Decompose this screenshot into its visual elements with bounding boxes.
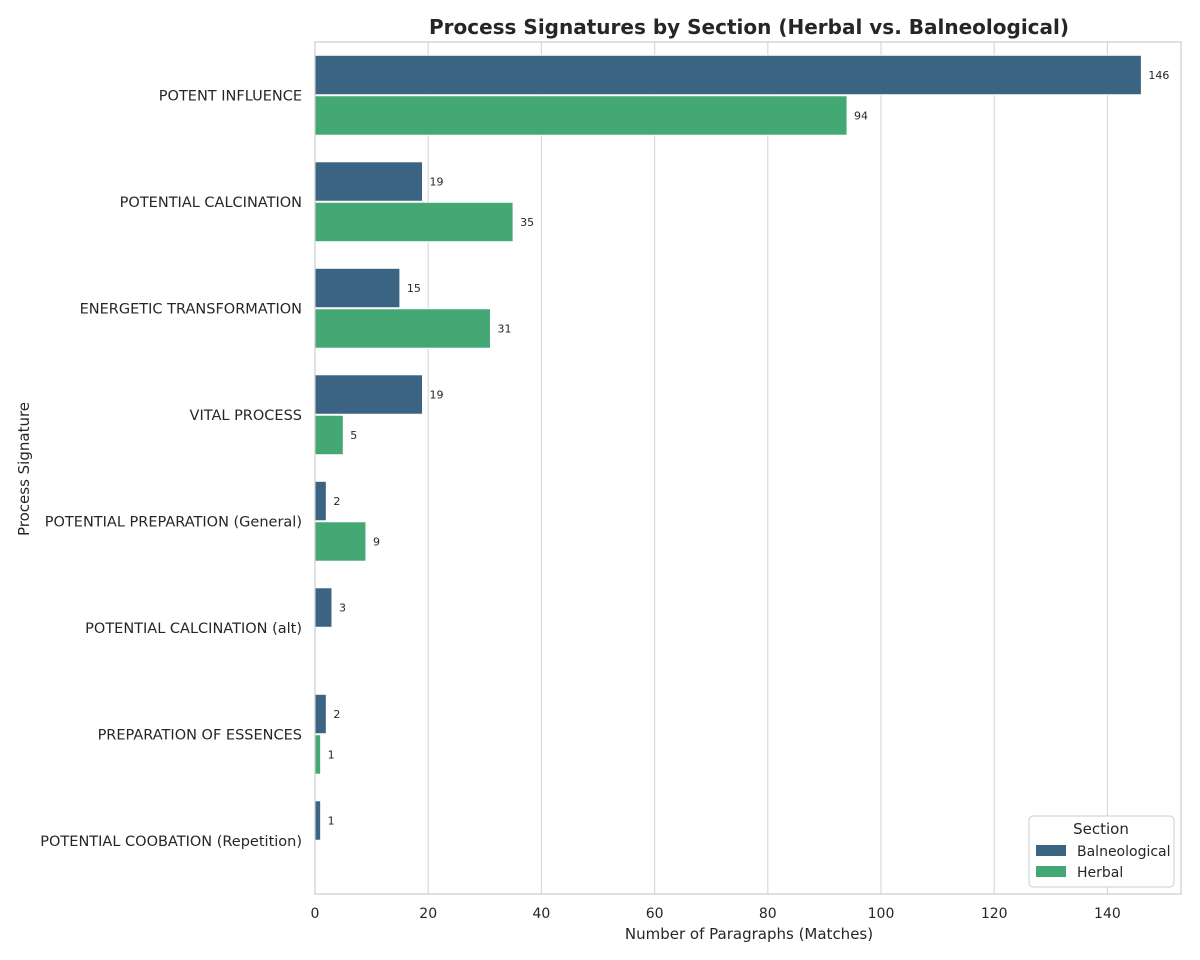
bar-balneological-potential-calcination-alt [314, 587, 333, 628]
x-tick-0: 0 [311, 906, 320, 922]
y-axis-label: Process Signature [15, 402, 33, 536]
data-labels: 146 94 19 35 15 31 19 5 2 9 3 2 1 1 [328, 69, 1170, 828]
data-label-herbal-potential-calcination: 35 [520, 216, 534, 229]
data-label-balneological-potential-preparation-general: 2 [333, 495, 340, 508]
data-label-herbal-potential-preparation-general: 9 [373, 535, 380, 548]
x-axis-label: Number of Paragraphs (Matches) [625, 925, 873, 943]
category-label-potential-calcination: POTENTIAL CALCINATION [120, 195, 302, 211]
legend-label-herbal: Herbal [1077, 865, 1123, 881]
category-labels: POTENT INFLUENCE POTENTIAL CALCINATION ENE… [40, 88, 302, 850]
legend-title: Section [1073, 820, 1129, 838]
grid-lines [427, 42, 1109, 894]
category-label-potent-influence: POTENT INFLUENCE [159, 88, 302, 104]
bar-balneological-potent-influence [314, 54, 1142, 96]
x-tick-80: 80 [759, 906, 777, 922]
data-label-balneological-potent-influence: 146 [1148, 69, 1169, 82]
bars [314, 54, 1142, 841]
data-label-herbal-preparation-of-essences: 1 [328, 748, 335, 761]
bar-balneological-potential-coobation-repetition [314, 800, 322, 841]
x-tick-100: 100 [868, 906, 895, 922]
x-tick-60: 60 [646, 906, 664, 922]
legend-label-balneological: Balneological [1077, 844, 1171, 860]
data-label-balneological-vital-process: 19 [430, 389, 444, 402]
plot-frame [314, 41, 1182, 895]
legend-swatch-herbal [1036, 866, 1066, 877]
data-label-balneological-potential-calcination: 19 [430, 176, 444, 189]
bar-balneological-energetic-transformation [314, 267, 401, 309]
data-label-balneological-energetic-transformation: 15 [407, 282, 421, 295]
data-label-herbal-energetic-transformation: 31 [497, 322, 511, 335]
bar-balneological-potential-preparation-general [314, 480, 327, 522]
chart-title: Process Signatures by Section (Herbal vs… [429, 15, 1069, 39]
data-label-balneological-potential-coobation-repetition: 1 [328, 815, 335, 828]
bar-balneological-vital-process [314, 374, 424, 415]
category-label-potential-calcination-alt: POTENTIAL CALCINATION (alt) [85, 621, 302, 637]
category-label-energetic-transformation: ENERGETIC TRANSFORMATION [80, 301, 302, 317]
x-tick-20: 20 [419, 906, 437, 922]
category-label-preparation-of-essences: PREPARATION OF ESSENCES [98, 727, 302, 743]
data-label-herbal-potent-influence: 94 [854, 109, 868, 122]
bar-herbal-preparation-of-essences [314, 734, 322, 775]
category-label-potential-preparation-general: POTENTIAL PREPARATION (General) [45, 514, 302, 530]
category-label-potential-coobation-repetition: POTENTIAL COOBATION (Repetition) [40, 834, 302, 850]
bar-herbal-potent-influence [314, 95, 848, 136]
x-tick-labels: 0 20 40 60 80 100 120 140 [311, 906, 1121, 922]
bar-herbal-vital-process [314, 414, 344, 456]
data-label-balneological-preparation-of-essences: 2 [333, 708, 340, 721]
data-label-balneological-potential-calcination-alt: 3 [339, 602, 346, 615]
bar-herbal-potential-preparation-general [314, 521, 367, 562]
category-label-vital-process: VITAL PROCESS [190, 408, 302, 424]
bar-balneological-preparation-of-essences [314, 693, 327, 735]
legend-swatch-balneological [1036, 845, 1066, 856]
bar-balneological-potential-calcination [314, 161, 424, 202]
x-tick-40: 40 [532, 906, 550, 922]
legend: Section Balneological Herbal [1028, 815, 1175, 888]
x-tick-120: 120 [981, 906, 1008, 922]
data-label-herbal-vital-process: 5 [350, 429, 357, 442]
x-tick-140: 140 [1094, 906, 1121, 922]
bar-herbal-energetic-transformation [314, 308, 491, 349]
bar-herbal-potential-calcination [314, 201, 514, 243]
